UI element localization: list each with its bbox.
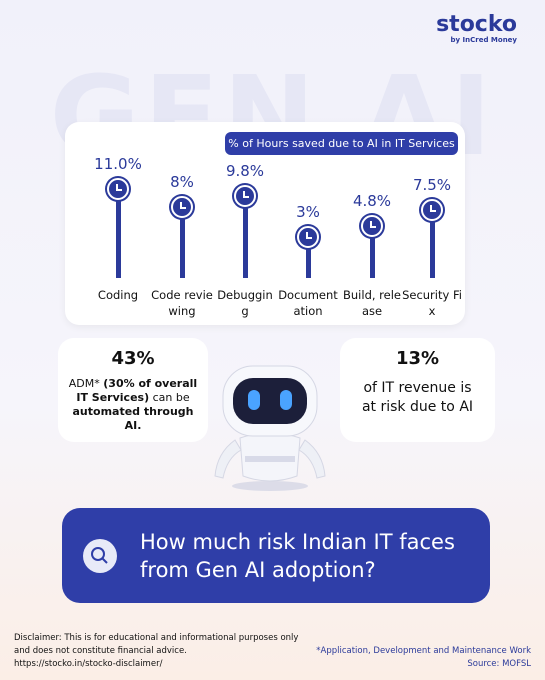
value-label: 9.8%: [225, 162, 265, 181]
logo-partner: InCred Money: [462, 36, 517, 44]
footnote: *Application, Development and Maintenanc…: [316, 646, 531, 656]
lollipop-head: [171, 196, 193, 218]
category-label: Build, release: [343, 288, 401, 318]
stat-text: of IT revenue is at risk due to AI: [356, 379, 479, 417]
text-part: of IT revenue is at risk due to AI: [361, 380, 474, 415]
lollipop-head: [361, 215, 383, 238]
lollipop-stem: [242, 196, 248, 278]
value-label: 11.0%: [94, 155, 142, 173]
source: Source: MOFSL: [467, 659, 531, 669]
stat-value: 13%: [395, 348, 440, 369]
category-label: Security Fix: [402, 288, 462, 318]
category-label: Debugging: [217, 288, 273, 318]
lollipop-stem: [115, 189, 121, 278]
logo-name: stocko: [436, 12, 517, 37]
lollipop-stem: [305, 237, 311, 278]
logo-by: by: [450, 36, 461, 44]
stat-card: 43% ADM* (30% of overall IT Services) can…: [58, 338, 208, 442]
lollipop-stem: [369, 226, 375, 278]
disclaimer-text: Disclaimer: This is for educational and …: [14, 633, 299, 656]
question: How much risk Indian IT faces from Gen A…: [140, 530, 455, 582]
stat-card: 13% of IT revenue is at risk due to AI: [340, 338, 495, 442]
search-icon: [83, 539, 117, 573]
lollipop-stem: [179, 207, 185, 278]
lollipop-head: [234, 185, 256, 208]
value-label: 4.8%: [352, 192, 392, 211]
robot-illustration: [214, 365, 326, 491]
value-label: 3%: [296, 203, 320, 221]
value-label: 7.5%: [412, 176, 452, 194]
chart-panel: [65, 122, 465, 325]
text-part: (30% of overall IT Services): [76, 377, 198, 404]
text-part: can be: [149, 391, 190, 404]
lollipop-head: [297, 226, 319, 248]
logo: stocko by InCred Money: [436, 14, 517, 45]
value-label: 8%: [170, 173, 194, 191]
stat-text: ADM* (30% of overall IT Services) can be…: [68, 377, 198, 433]
category-label: Code reviewing: [151, 288, 213, 318]
text-part: automated through AI.: [72, 405, 194, 432]
disclaimer: Disclaimer: This is for educational and …: [14, 632, 314, 671]
lollipop-stem: [429, 210, 435, 278]
footnote-block: *Application, Development and Maintenanc…: [316, 645, 531, 671]
category-label: Coding: [97, 288, 139, 302]
disclaimer-link[interactable]: https://stocko.in/stocko-disclaimer/: [14, 659, 163, 669]
chart-title: % of Hours saved due to AI in IT Service…: [225, 132, 458, 155]
stat-value: 43%: [111, 348, 155, 369]
text-part: ADM*: [68, 377, 104, 390]
category-label: Documentation: [278, 288, 338, 318]
question-banner: How much risk Indian IT faces from Gen A…: [62, 508, 490, 603]
lollipop-head: [107, 178, 129, 200]
lollipop-head: [421, 199, 443, 221]
